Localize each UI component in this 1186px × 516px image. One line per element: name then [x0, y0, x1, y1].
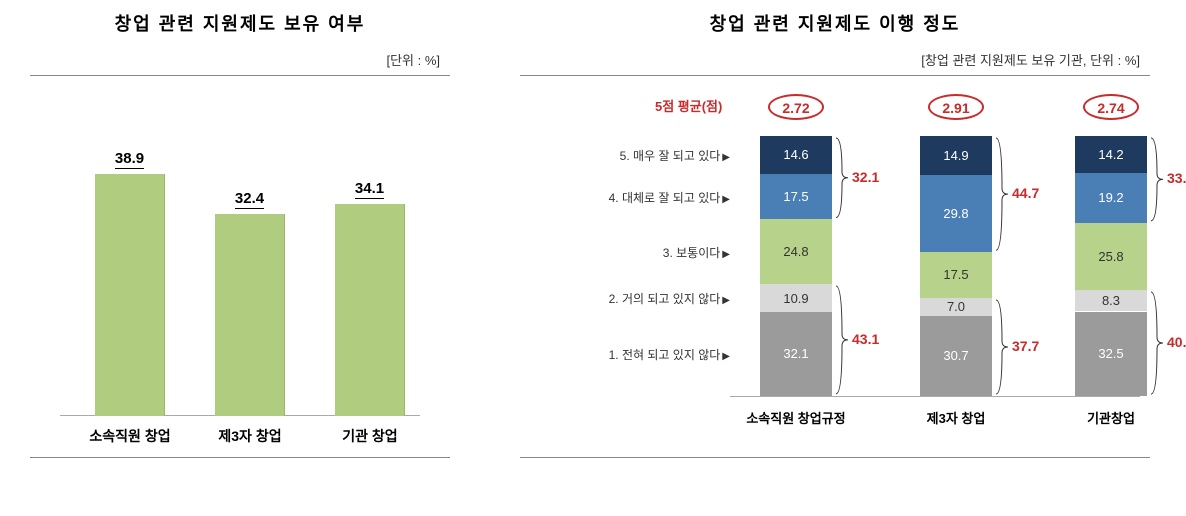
stack-slice: 10.9: [760, 284, 832, 312]
left-title: 창업 관련 지원제도 보유 여부: [0, 0, 480, 36]
bar: 32.4: [215, 214, 285, 416]
stack-slice: 17.5: [920, 252, 992, 298]
bar: 38.9: [95, 174, 165, 416]
right-unit: [창업 관련 지원제도 보유 기관, 단위 : %]: [490, 36, 1180, 75]
legend-row: 3. 보통이다▶: [505, 244, 730, 261]
stack-baseline: [730, 396, 1140, 397]
stack-slice: 19.2: [1075, 173, 1147, 223]
bar-label: 제3자 창업: [195, 426, 305, 446]
left-unit: [단위 : %]: [0, 36, 480, 75]
left-bar-chart: 38.9 소속직원 창업 32.4 제3자 창업 34.1 기관 창업: [30, 76, 450, 476]
stack-slice: 14.9: [920, 136, 992, 175]
stack-slice: 24.8: [760, 219, 832, 283]
stack-slice: 8.3: [1075, 290, 1147, 312]
stack-xlabel: 제3자 창업: [886, 408, 1026, 427]
right-panel: 창업 관련 지원제도 이행 정도 [창업 관련 지원제도 보유 기관, 단위 :…: [490, 0, 1180, 476]
stack-slice: 32.5: [1075, 312, 1147, 397]
stack-slice: 30.7: [920, 316, 992, 396]
stack-slice: 29.8: [920, 175, 992, 252]
stack-slice: 14.6: [760, 136, 832, 174]
right-stack-chart: 5점 평균(점) 5. 매우 잘 되고 있다▶ 4. 대체로 잘 되고 있다▶ 3.…: [500, 76, 1180, 476]
avg-oval: 2.72: [768, 94, 824, 120]
bar-value: 34.1: [335, 180, 404, 197]
avg-oval: 2.91: [928, 94, 984, 120]
left-panel: 창업 관련 지원제도 보유 여부 [단위 : %] 38.9 소속직원 창업 32.…: [0, 0, 480, 476]
stack-slice: 17.5: [760, 174, 832, 220]
legend-row: 5. 매우 잘 되고 있다▶: [505, 147, 730, 164]
right-bottom-separator: [520, 457, 1150, 458]
avg-title: 5점 평균(점): [655, 96, 722, 115]
stack-slice: 14.2: [1075, 136, 1147, 173]
avg-oval: 2.74: [1083, 94, 1139, 120]
stack-xlabel: 기관창업: [1041, 408, 1181, 427]
left-bottom-separator: [30, 457, 450, 458]
stack-slice: 32.1: [760, 312, 832, 395]
legend-row: 2. 거의 되고 있지 않다▶: [505, 290, 730, 307]
bar-value: 32.4: [215, 190, 284, 207]
bar: 34.1: [335, 204, 405, 416]
legend-row: 1. 전혀 되고 있지 않다▶: [505, 346, 730, 363]
stack-slice: 7.0: [920, 298, 992, 316]
legend-row: 4. 대체로 잘 되고 있다▶: [505, 189, 730, 206]
stack-slice: 25.8: [1075, 223, 1147, 290]
bar-value: 38.9: [95, 150, 164, 167]
right-title: 창업 관련 지원제도 이행 정도: [490, 0, 1180, 36]
bar-label: 소속직원 창업: [75, 426, 185, 446]
stack-xlabel: 소속직원 창업규정: [726, 408, 866, 427]
bar-label: 기관 창업: [315, 426, 425, 446]
